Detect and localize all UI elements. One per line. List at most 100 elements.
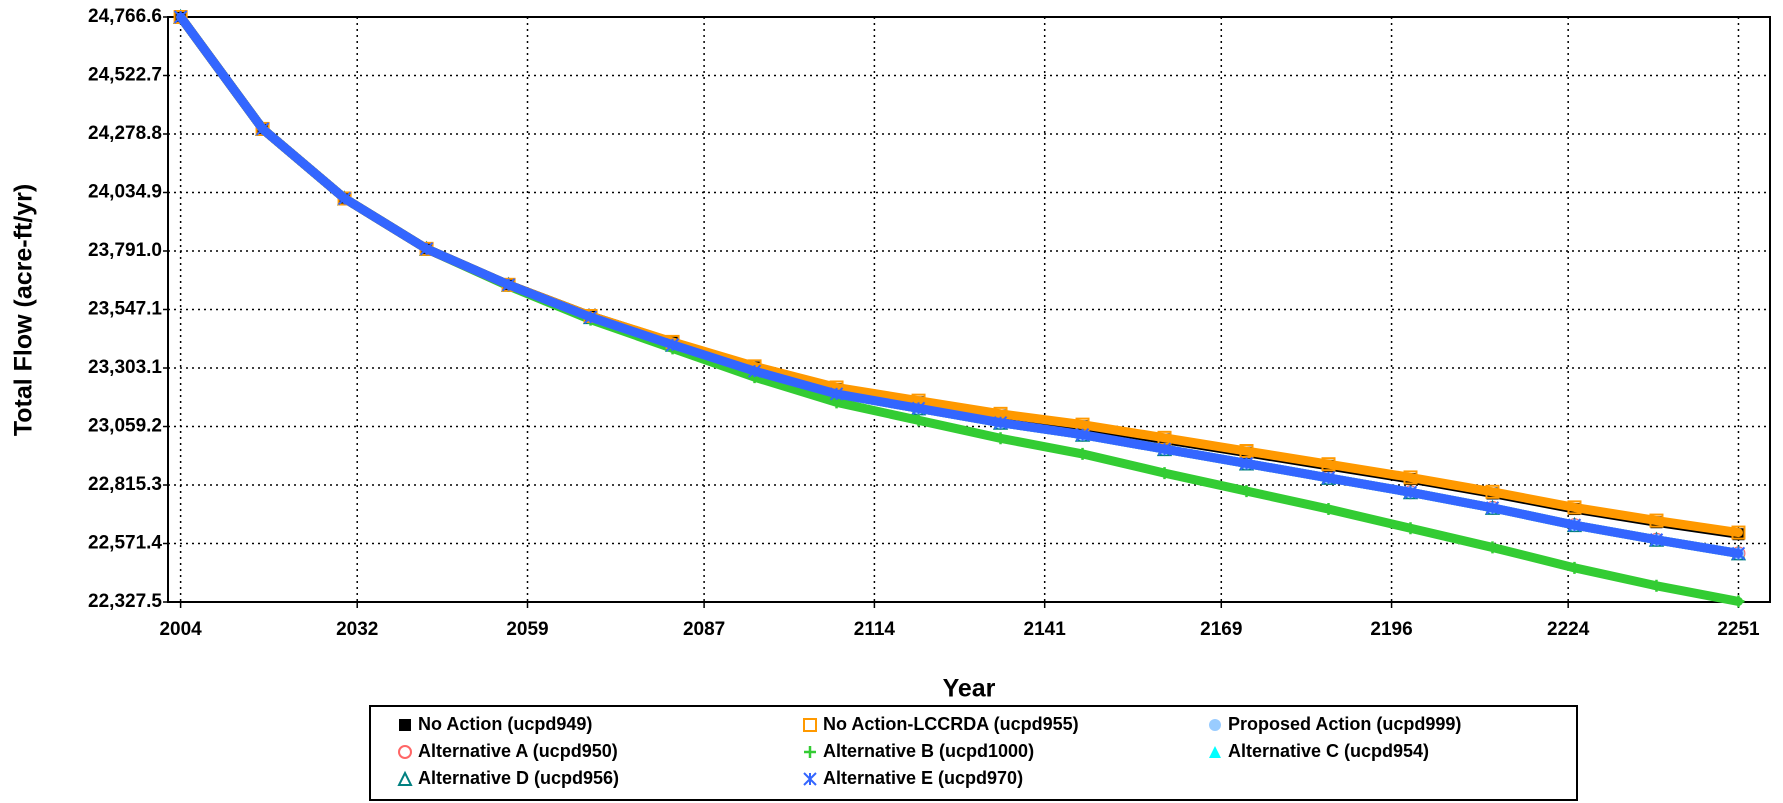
x-tick-label: 2032: [336, 619, 378, 640]
marker: [1731, 525, 1746, 540]
marker-part: [803, 718, 817, 732]
marker: [912, 414, 925, 427]
marker-part: [1157, 442, 1172, 456]
y-tick-label: 23,791.0: [88, 240, 162, 261]
y-tick-label: 24,766.6: [88, 6, 162, 27]
plot-area: [168, 17, 1770, 602]
marker: [1485, 501, 1500, 515]
marker: [1567, 500, 1582, 515]
marker-part: [337, 191, 352, 206]
x-tick-label: 2196: [1370, 619, 1412, 640]
marker-part: [1209, 746, 1221, 758]
marker-part: [583, 310, 598, 324]
marker: [1321, 457, 1336, 472]
marker: [1732, 595, 1745, 608]
marker-part: [1731, 525, 1746, 540]
marker-part: [1568, 561, 1581, 574]
legend-label: Alternative C (ucpd954): [1228, 741, 1429, 761]
marker: [1404, 522, 1417, 535]
marker: [1485, 484, 1500, 499]
marker-part: [829, 387, 844, 401]
marker-part: [1731, 546, 1746, 561]
marker-part: [1485, 501, 1500, 515]
y-tick-label: 23,303.1: [88, 357, 162, 378]
marker-part: [1404, 522, 1417, 535]
marker: [665, 338, 680, 352]
series-line: [176, 12, 1743, 558]
x-tick-label: 2087: [683, 619, 725, 640]
marker-part: [747, 364, 762, 378]
marker-part: [912, 414, 925, 427]
marker: [911, 401, 926, 416]
marker: [1649, 513, 1664, 528]
plot-border: [167, 16, 1771, 603]
marker-part: [1075, 428, 1090, 442]
marker-part: [1567, 500, 1582, 515]
marker-part: [1076, 447, 1089, 460]
legend-label: No Action-LCCRDA (ucpd955): [823, 714, 1079, 734]
marker: [1322, 503, 1335, 516]
marker-part: [803, 772, 817, 786]
marker: [1240, 485, 1253, 498]
legend-box: [369, 705, 1578, 801]
marker: [1567, 518, 1582, 532]
x-tick-label: 2224: [1547, 619, 1590, 640]
marker-part: [1650, 579, 1663, 592]
y-tick-label: 22,327.5: [88, 591, 162, 612]
marker: [993, 416, 1008, 430]
marker-part: [1240, 485, 1253, 498]
marker: [1568, 561, 1581, 574]
marker: [1157, 442, 1172, 456]
legend-label: Alternative A (ucpd950): [418, 741, 618, 761]
legend-label: No Action (ucpd949): [418, 714, 592, 734]
x-tick-label: 2059: [506, 619, 548, 640]
x-tick-label: 2004: [159, 619, 202, 640]
marker-part: [1209, 719, 1221, 731]
marker-part: [1567, 518, 1582, 532]
marker: [419, 242, 434, 256]
marker-part: [397, 770, 413, 786]
marker: [747, 364, 762, 378]
marker: [1239, 444, 1254, 459]
marker-part: [1239, 444, 1254, 459]
x-tick-label: 2114: [854, 619, 896, 640]
marker-part: [1403, 470, 1418, 485]
legend-label: Alternative D (ucpd956): [418, 768, 619, 788]
marker-part: [255, 122, 270, 136]
marker-part: [1649, 513, 1664, 528]
marker: [1403, 470, 1418, 485]
legend-label: Proposed Action (ucpd999): [1228, 714, 1461, 734]
marker: [337, 191, 352, 206]
marker-part: [399, 719, 411, 731]
marker: [994, 432, 1007, 445]
marker-part: [1321, 457, 1336, 472]
marker-part: [1649, 533, 1664, 547]
marker: [1650, 579, 1663, 592]
marker-part: [173, 10, 188, 24]
y-tick-label: 22,571.4: [88, 533, 162, 554]
marker: [397, 770, 413, 786]
marker: [1403, 485, 1418, 499]
marker-part: [1485, 484, 1500, 499]
marker: [1076, 447, 1089, 460]
marker-part: [1239, 456, 1254, 471]
marker: [1486, 541, 1499, 554]
marker-part: [993, 416, 1008, 430]
marker: [583, 310, 598, 324]
marker: [399, 719, 411, 731]
legend-label: Alternative E (ucpd970): [823, 768, 1023, 788]
marker: [803, 772, 817, 786]
marker-part: [1732, 595, 1745, 608]
marker: [1209, 719, 1221, 731]
marker: [255, 122, 270, 136]
marker-part: [501, 278, 516, 292]
marker: [398, 745, 412, 759]
marker-part: [1486, 541, 1499, 554]
marker: [1158, 467, 1171, 480]
marker-part: [665, 338, 680, 352]
y-tick-label: 24,034.9: [88, 182, 162, 203]
marker: [173, 10, 188, 24]
marker-part: [1158, 467, 1171, 480]
